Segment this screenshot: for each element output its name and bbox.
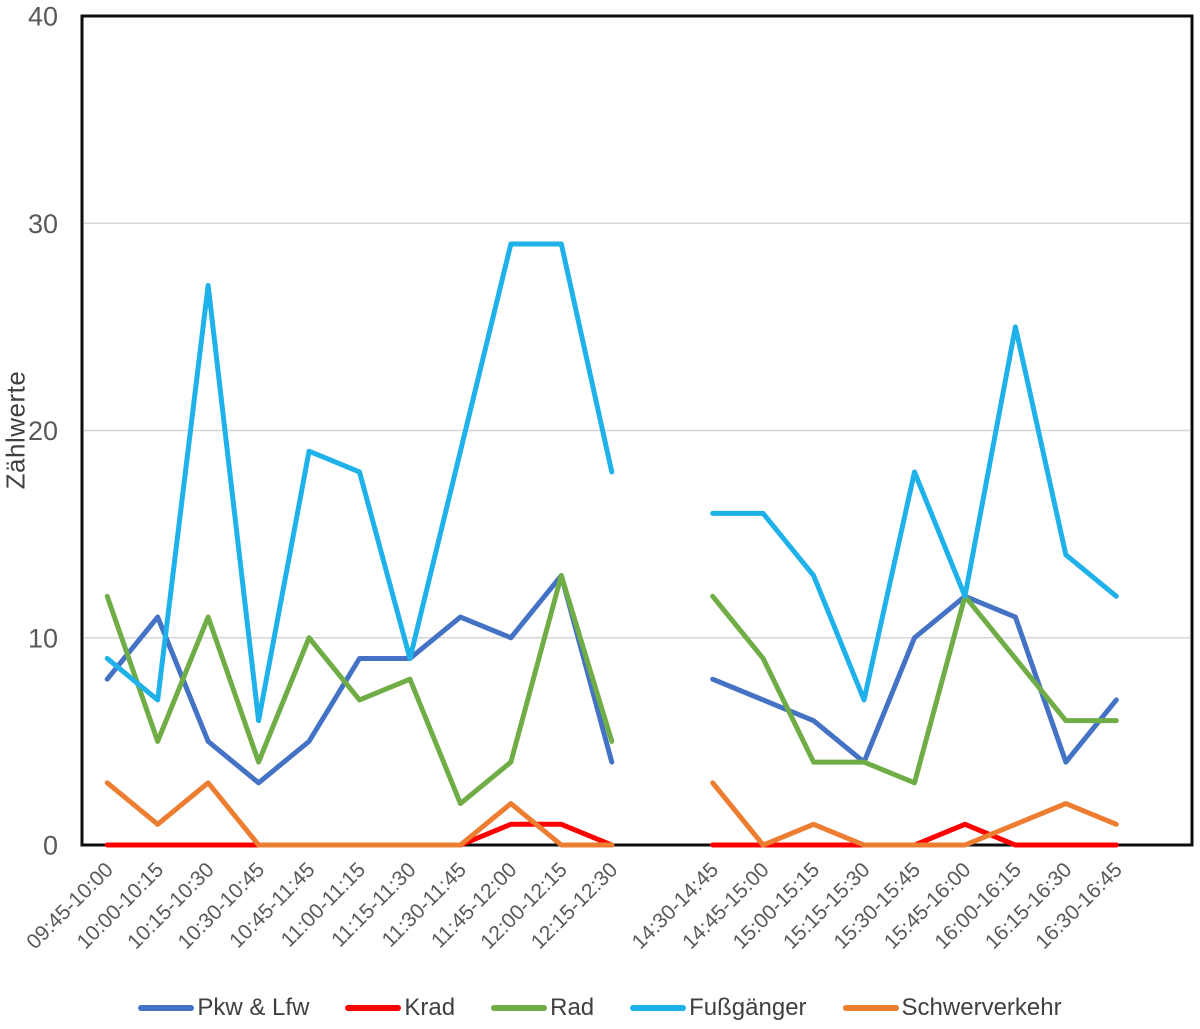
y-tick-label-10: 10 bbox=[28, 623, 58, 653]
series-line-rad-0 bbox=[104, 573, 615, 807]
series-line-schwerverkehr-0 bbox=[104, 780, 615, 848]
series-line-rad-1 bbox=[710, 593, 1119, 786]
legend-item-krad: Krad bbox=[345, 994, 455, 1022]
legend-label-rad: Rad bbox=[550, 994, 595, 1021]
y-axis-title: Zählwerte bbox=[0, 370, 31, 490]
legend-item-rad: Rad bbox=[491, 994, 594, 1022]
legend-item-pkw-lfw: Pkw & Lfw bbox=[138, 994, 309, 1022]
series-line-pkw-lfw-0 bbox=[104, 573, 615, 786]
legend-swatch-fussgaenger bbox=[630, 1005, 687, 1011]
y-tick-label-30: 30 bbox=[28, 209, 58, 239]
legend-label-schwerverkehr: Schwerverkehr bbox=[901, 994, 1062, 1021]
series-line-schwerverkehr-1 bbox=[710, 780, 1119, 848]
legend-label-fussgaenger: Fußgänger bbox=[689, 994, 807, 1021]
legend-swatch-pkw-lfw bbox=[138, 1005, 195, 1011]
legend-swatch-krad bbox=[345, 1005, 402, 1011]
y-tick-label-20: 20 bbox=[28, 416, 58, 446]
series-line-pkw-lfw-1 bbox=[710, 593, 1119, 765]
legend-swatch-schwerverkehr bbox=[842, 1005, 899, 1011]
y-tick-label-0: 0 bbox=[43, 831, 58, 861]
series-line-fu-g-nger-1 bbox=[710, 324, 1119, 703]
y-tick-label-40: 40 bbox=[28, 2, 58, 32]
legend-label-krad: Krad bbox=[404, 994, 456, 1021]
legend-swatch-rad bbox=[491, 1005, 548, 1011]
legend-label-pkw-lfw: Pkw & Lfw bbox=[197, 994, 310, 1021]
legend: Pkw & Lfw Krad Rad Fußgänger Schwerverke… bbox=[0, 994, 1200, 1022]
legend-item-fussgaenger: Fußgänger bbox=[630, 994, 807, 1022]
legend-item-schwerverkehr: Schwerverkehr bbox=[842, 994, 1062, 1022]
plot-border bbox=[80, 14, 1194, 847]
series-line-fu-g-nger-0 bbox=[104, 241, 615, 724]
